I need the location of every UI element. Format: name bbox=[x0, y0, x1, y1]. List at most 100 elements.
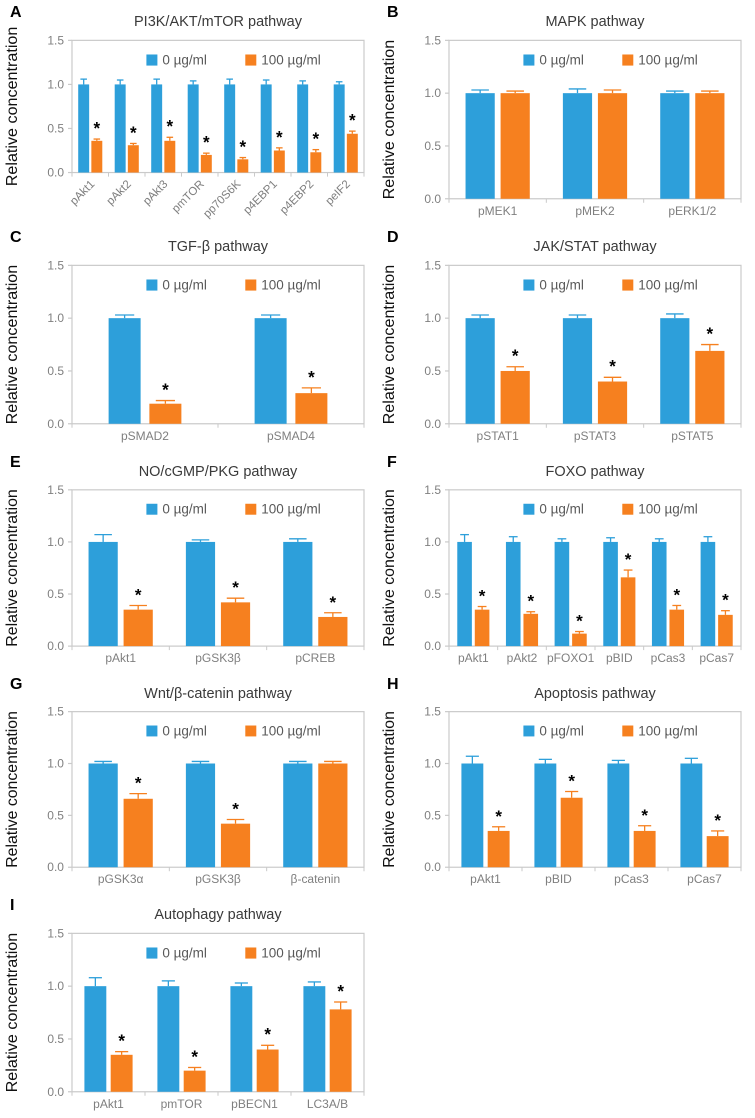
legend-swatch bbox=[622, 54, 634, 66]
bar-chart-H: Apoptosis pathway Relative concentration 0… bbox=[381, 686, 742, 886]
bar bbox=[333, 84, 345, 173]
panel-E: E NO/cGMP/PKG pathway Relative concentrati… bbox=[0, 450, 377, 672]
significance-asterisk: * bbox=[568, 772, 575, 791]
legend-swatch bbox=[523, 54, 535, 66]
panel-letter: G bbox=[10, 676, 23, 693]
x-tick-label: peIF2 bbox=[324, 178, 353, 207]
legend: 0 µg/ml 100 µg/ml bbox=[146, 723, 321, 738]
significance-asterisk: * bbox=[240, 137, 247, 156]
legend-swatch bbox=[146, 725, 158, 737]
y-axis-ticks: 0.0 0.5 1.0 1.5 bbox=[47, 483, 72, 653]
significance-asterisk: * bbox=[576, 612, 583, 631]
legend-label: 0 µg/ml bbox=[162, 278, 207, 293]
y-axis-ticks: 0.0 0.5 1.0 1.5 bbox=[424, 483, 449, 653]
bar-chart-F: FOXO pathway Relative concentration 0.0 0.5… bbox=[381, 464, 742, 665]
bars: * * * bbox=[465, 313, 725, 424]
bars: ** bbox=[88, 760, 348, 868]
x-axis-ticks bbox=[71, 172, 365, 177]
significance-asterisk: * bbox=[495, 807, 502, 826]
chart-title: Apoptosis pathway bbox=[534, 686, 656, 702]
bar bbox=[310, 152, 322, 173]
chart-title: JAK/STAT pathway bbox=[533, 239, 657, 255]
significance-asterisk: * bbox=[232, 578, 239, 597]
y-tick-label: 0.0 bbox=[47, 860, 64, 874]
bar bbox=[534, 763, 557, 868]
significance-asterisk: * bbox=[118, 1032, 125, 1051]
x-tick-label: pSTAT1 bbox=[477, 429, 520, 443]
bar bbox=[680, 763, 703, 868]
bar bbox=[220, 602, 251, 647]
x-tick-label: pCas7 bbox=[699, 651, 734, 665]
x-tick-label: pERK1/2 bbox=[668, 204, 716, 218]
y-tick-label: 1.5 bbox=[47, 926, 64, 940]
legend-label: 100 µg/ml bbox=[638, 723, 697, 738]
chart-title: NO/cGMP/PKG pathway bbox=[139, 464, 298, 480]
legend: 0 µg/ml 100 µg/ml bbox=[523, 723, 698, 738]
bar bbox=[157, 986, 180, 1092]
significance-asterisk: * bbox=[349, 111, 356, 130]
legend-swatch bbox=[622, 725, 634, 737]
bar bbox=[91, 140, 103, 173]
y-tick-label: 1.0 bbox=[424, 86, 441, 100]
y-tick-label: 1.5 bbox=[47, 483, 64, 497]
bar bbox=[127, 145, 139, 173]
x-tick-label: p4EBP1 bbox=[242, 178, 280, 217]
x-axis-ticks bbox=[448, 423, 742, 428]
bar bbox=[123, 798, 153, 868]
panel-C: C TGF-β pathway Relative concentration 0.0 0… bbox=[0, 225, 377, 450]
y-tick-label: 1.0 bbox=[424, 311, 441, 325]
bar-chart-G: Wnt/β-catenin pathway Relative concentrat… bbox=[4, 686, 365, 886]
x-tick-label: pp70S6K bbox=[201, 178, 243, 220]
bar bbox=[329, 1009, 352, 1092]
x-axis-labels: pAkt1 pAkt2 pFOXO1 pBID pCas3 pCas7 bbox=[458, 651, 734, 665]
y-axis-label: Relative concentration bbox=[3, 265, 21, 425]
y-axis-label: Relative concentration bbox=[381, 489, 398, 647]
significance-asterisk: * bbox=[135, 586, 142, 605]
significance-asterisk: * bbox=[512, 347, 519, 366]
bars: * * * * bbox=[84, 977, 352, 1092]
bars: * * * bbox=[88, 533, 348, 647]
significance-asterisk: * bbox=[641, 806, 648, 825]
x-tick-label: pAkt1 bbox=[470, 872, 501, 886]
significance-asterisk: * bbox=[130, 123, 137, 142]
y-tick-label: 0.0 bbox=[47, 639, 64, 653]
legend: 0 µg/ml 100 µg/ml bbox=[523, 502, 698, 517]
bars: * * * * bbox=[461, 755, 729, 868]
bar bbox=[295, 393, 328, 424]
plot-border bbox=[448, 39, 742, 200]
legend-swatch bbox=[523, 725, 535, 737]
bar bbox=[185, 541, 216, 647]
bar bbox=[220, 823, 251, 868]
bar bbox=[457, 541, 472, 647]
bar bbox=[660, 93, 690, 199]
chart-title: MAPK pathway bbox=[545, 14, 645, 30]
legend: 0 µg/ml 100 µg/ml bbox=[146, 278, 321, 293]
y-tick-label: 1.0 bbox=[424, 535, 441, 549]
y-tick-label: 1.5 bbox=[424, 258, 441, 272]
x-tick-label: pMEK1 bbox=[478, 204, 518, 218]
legend-label: 100 µg/ml bbox=[638, 502, 697, 517]
panel-I: I Autophagy pathway Relative concentration… bbox=[0, 893, 377, 1118]
bar bbox=[562, 93, 593, 199]
y-axis-ticks: 0.0 0.5 1.0 1.5 bbox=[424, 705, 449, 874]
legend: 0 µg/ml 100 µg/ml bbox=[523, 53, 698, 68]
bar bbox=[572, 633, 587, 647]
y-tick-label: 0.5 bbox=[47, 364, 64, 378]
x-axis-ticks bbox=[71, 423, 365, 428]
bar-chart-I: Autophagy pathway Relative concentration 0… bbox=[3, 907, 365, 1111]
significance-asterisk: * bbox=[94, 119, 101, 138]
y-axis-ticks: 0.0 0.5 1.0 1.5 bbox=[424, 258, 449, 431]
x-tick-label: pAkt3 bbox=[141, 178, 170, 207]
x-tick-label: pmTOR bbox=[170, 178, 207, 215]
legend-label: 100 µg/ml bbox=[638, 53, 697, 68]
y-tick-label: 0.5 bbox=[47, 808, 64, 822]
bar bbox=[718, 614, 733, 647]
bar bbox=[254, 318, 287, 424]
bar bbox=[474, 609, 490, 647]
bar bbox=[603, 541, 618, 647]
x-tick-label: pSMAD2 bbox=[121, 429, 169, 443]
legend-swatch bbox=[622, 503, 634, 515]
bar bbox=[560, 797, 583, 868]
x-axis-labels: pAkt1 pmTOR pBECN1 LC3A/B bbox=[93, 1097, 348, 1111]
